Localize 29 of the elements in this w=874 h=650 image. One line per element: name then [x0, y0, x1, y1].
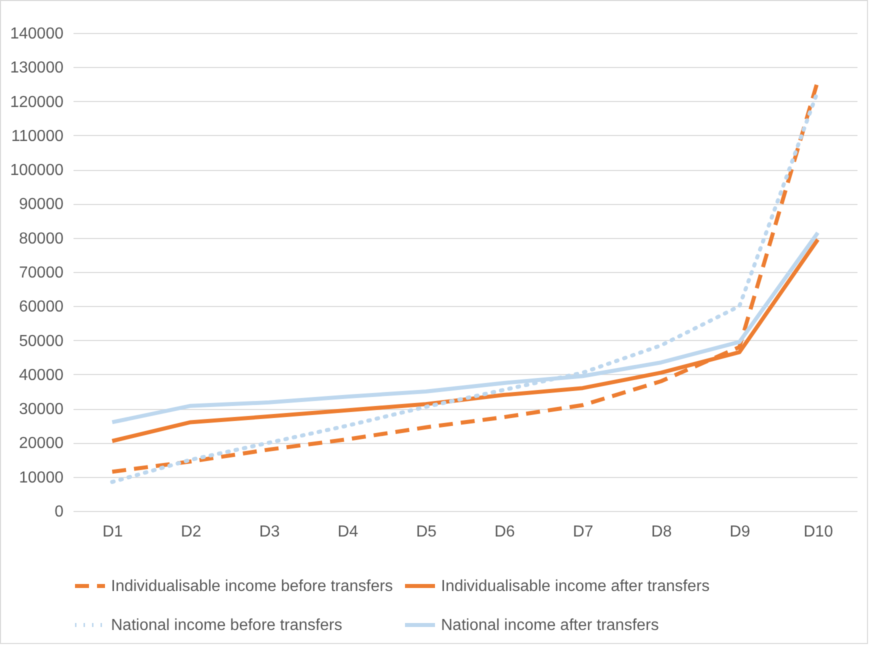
- y-tick-label: 90000: [19, 196, 64, 214]
- legend-label: Individualisable income before transfers: [111, 578, 393, 595]
- x-tick-label: D9: [730, 524, 750, 540]
- x-tick-label: D2: [180, 524, 202, 540]
- x-tick-label: D7: [572, 524, 594, 540]
- x-tick-label: D10: [804, 524, 834, 540]
- y-tick-label: 120000: [10, 94, 64, 111]
- legend-label: National income after transfers: [441, 617, 659, 634]
- y-tick-label: 0: [54, 504, 64, 520]
- x-tick-label: D8: [651, 524, 672, 540]
- y-tick-label: 60000: [19, 298, 64, 316]
- y-tick-label: 100000: [10, 162, 64, 180]
- y-tick-label: 50000: [19, 332, 64, 350]
- y-tick-label: 130000: [10, 60, 64, 77]
- x-tick-label: D1: [102, 524, 124, 540]
- legend-label: National income before transfers: [111, 617, 342, 634]
- y-tick-label: 110000: [11, 128, 64, 145]
- y-tick-label: 30000: [19, 401, 64, 418]
- y-tick-label: 10000: [19, 469, 64, 486]
- y-tick-label: 20000: [19, 435, 64, 452]
- x-tick-label: D6: [494, 524, 516, 540]
- legend-label: Individualisable income after transfers: [441, 578, 710, 595]
- y-tick-label: 70000: [19, 264, 64, 282]
- y-tick-label: 40000: [19, 366, 64, 384]
- x-tick-label: D3: [259, 524, 280, 540]
- x-tick-label: D5: [416, 524, 437, 540]
- y-tick-label: 140000: [10, 26, 64, 42]
- y-tick-label: 80000: [19, 230, 64, 248]
- x-tick-label: D4: [338, 524, 358, 540]
